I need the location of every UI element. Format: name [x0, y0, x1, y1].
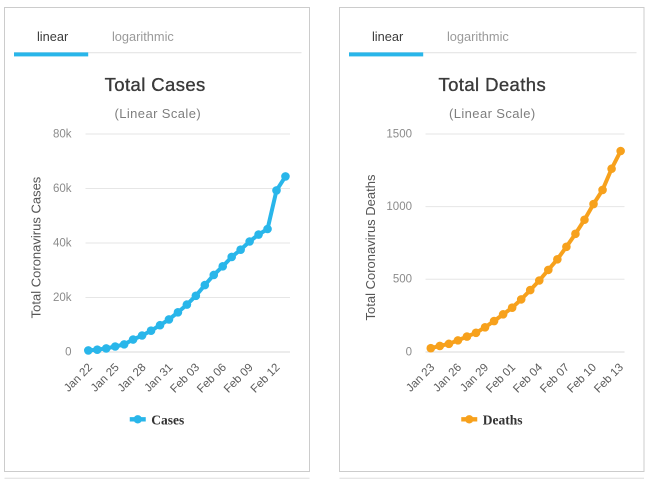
svg-text:500: 500: [393, 274, 412, 286]
svg-text:(Linear Scale): (Linear Scale): [449, 106, 536, 121]
svg-text:20k: 20k: [53, 292, 72, 304]
svg-text:1500: 1500: [386, 128, 412, 140]
svg-text:0: 0: [406, 346, 412, 358]
svg-text:logarithmic: logarithmic: [447, 29, 509, 44]
svg-text:Total Cases: Total Cases: [105, 74, 206, 95]
svg-text:linear: linear: [372, 29, 404, 44]
svg-text:Deaths: Deaths: [483, 412, 523, 427]
svg-text:Total Coronavirus Cases: Total Coronavirus Cases: [29, 176, 44, 318]
svg-text:60k: 60k: [53, 183, 72, 195]
svg-text:0: 0: [65, 346, 71, 358]
svg-text:Cases: Cases: [151, 412, 184, 427]
svg-text:logarithmic: logarithmic: [112, 29, 174, 44]
svg-text:(Linear Scale): (Linear Scale): [115, 106, 202, 121]
svg-text:Total Coronavirus Deaths: Total Coronavirus Deaths: [363, 174, 378, 320]
svg-text:linear: linear: [37, 29, 69, 44]
svg-text:Total Deaths: Total Deaths: [438, 74, 546, 95]
svg-text:40k: 40k: [53, 237, 72, 249]
svg-text:80k: 80k: [53, 128, 72, 140]
svg-text:1000: 1000: [386, 201, 412, 213]
